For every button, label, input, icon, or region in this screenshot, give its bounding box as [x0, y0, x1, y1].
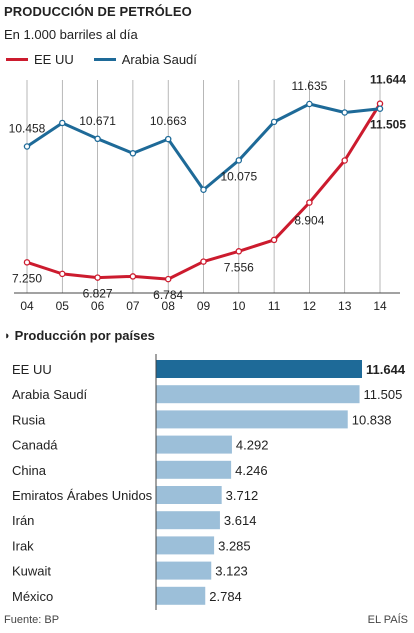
bar-chart: EE UU 11.644 Arabia Saudí 11.505 Rusia 10.838… — [12, 354, 406, 610]
data-label-s1-06: 10.671 — [79, 114, 116, 128]
brand-label: EL PAÍS — [367, 614, 408, 626]
bar-0 — [156, 360, 362, 378]
bar-category-4: China — [12, 463, 47, 478]
point-s0-04 — [23, 259, 31, 266]
bar-category-2: Rusia — [12, 412, 46, 427]
bar-4 — [156, 460, 232, 479]
x-tick-09: 09 — [197, 299, 211, 313]
point-s0-09 — [200, 258, 207, 265]
legend-swatch-saudi — [93, 58, 116, 61]
bar-7 — [156, 536, 215, 555]
legend-label-saudi: Arabia Saudí — [121, 52, 197, 67]
legend-label-usa: EE UU — [34, 52, 74, 67]
point-s0-12 — [306, 199, 313, 206]
x-tick-05: 05 — [56, 299, 70, 313]
x-tick-08: 08 — [162, 299, 176, 313]
bar-value-0: 11.644 — [366, 362, 406, 377]
legend: EE UU Arabia Saudí — [6, 52, 211, 67]
point-s1-07 — [129, 150, 137, 157]
bar-value-2: 10.838 — [352, 412, 392, 427]
bar-5 — [156, 486, 222, 504]
chart-subtitle: En 1.000 barriles al día — [4, 27, 138, 42]
bar-category-5: Emiratos Árabes Unidos — [12, 488, 153, 503]
bar-value-3: 4.292 — [236, 438, 269, 453]
bar-category-6: Irán — [12, 513, 34, 528]
point-s1-13 — [341, 109, 348, 116]
x-tick-07: 07 — [126, 299, 140, 313]
bar-value-7: 3.285 — [218, 538, 251, 553]
legend-swatch-usa — [6, 58, 28, 61]
data-label-s1-14: 11.505 — [370, 118, 406, 132]
data-label-s0-06: 6.827 — [83, 287, 113, 301]
bar-6 — [156, 511, 220, 530]
section-heading: ◗ Producción por países — [4, 328, 155, 343]
bar-9 — [156, 586, 206, 605]
point-s1-11 — [270, 118, 278, 126]
data-label-s0-12: 8.904 — [294, 214, 324, 228]
x-tick-12: 12 — [303, 299, 317, 313]
point-s1-10 — [235, 157, 243, 164]
x-tick-14: 14 — [373, 299, 387, 313]
point-s0-07 — [129, 273, 137, 280]
point-s0-13 — [341, 157, 348, 164]
data-label-s1-08: 10.663 — [150, 114, 187, 128]
data-label-s1-12: 11.635 — [291, 79, 327, 93]
source-note: Fuente: BP — [4, 614, 60, 626]
chart-title: PRODUCCIÓN DE PETRÓLEO — [4, 4, 192, 19]
point-s0-05 — [59, 270, 66, 278]
point-s0-11 — [270, 236, 278, 244]
bar-value-6: 3.614 — [224, 513, 257, 528]
point-s1-12 — [306, 100, 313, 108]
bar-value-9: 2.784 — [209, 589, 242, 604]
x-tick-06: 06 — [91, 299, 105, 313]
bar-8 — [156, 561, 212, 580]
legend-item-saudi: Arabia Saudí — [93, 52, 197, 67]
point-s1-05 — [59, 119, 66, 127]
x-tick-13: 13 — [338, 299, 352, 313]
bar-chart-title: Producción por países — [14, 328, 155, 343]
bar-category-7: Irak — [12, 538, 34, 553]
point-s0-10 — [235, 248, 243, 255]
bar-category-1: Arabia Saudí — [12, 387, 88, 402]
bar-value-4: 4.246 — [235, 463, 268, 478]
line-chart: 04 05 06 07 08 09 10 11 12 13 14 7.250 6.827 6.784 7.5… — [9, 73, 407, 313]
bar-category-3: Canadá — [12, 438, 58, 453]
bar-value-8: 3.123 — [215, 564, 248, 579]
bar-category-8: Kuwait — [12, 564, 51, 579]
data-label-s0-08: 6.784 — [153, 288, 183, 302]
point-s1-06 — [94, 135, 101, 143]
x-tick-04: 04 — [20, 299, 34, 313]
point-s0-06 — [94, 274, 101, 281]
data-label-s1-04: 10.458 — [9, 121, 46, 135]
bar-value-5: 3.712 — [226, 488, 259, 503]
legend-item-usa: EE UU — [6, 52, 74, 67]
point-s1-09 — [200, 186, 207, 193]
bar-2 — [156, 410, 348, 429]
bar-category-0: EE UU — [12, 362, 52, 377]
data-label-s0-04: 7.250 — [12, 271, 42, 285]
point-s1-14 — [376, 105, 384, 112]
data-label-s0-14: 11.644 — [370, 73, 406, 87]
data-label-s1-10: 10.075 — [220, 169, 257, 183]
point-s0-08 — [164, 275, 172, 283]
x-tick-11: 11 — [268, 299, 281, 313]
point-s1-08 — [164, 135, 172, 143]
bar-1 — [156, 385, 360, 404]
bar-3 — [156, 435, 232, 454]
bar-category-9: México — [12, 589, 53, 604]
x-tick-10: 10 — [232, 299, 246, 313]
bullet-icon: ◗ — [4, 329, 11, 342]
point-s1-04 — [23, 143, 31, 150]
bar-value-1: 11.505 — [364, 387, 403, 402]
data-label-s0-10: 7.556 — [224, 260, 254, 274]
